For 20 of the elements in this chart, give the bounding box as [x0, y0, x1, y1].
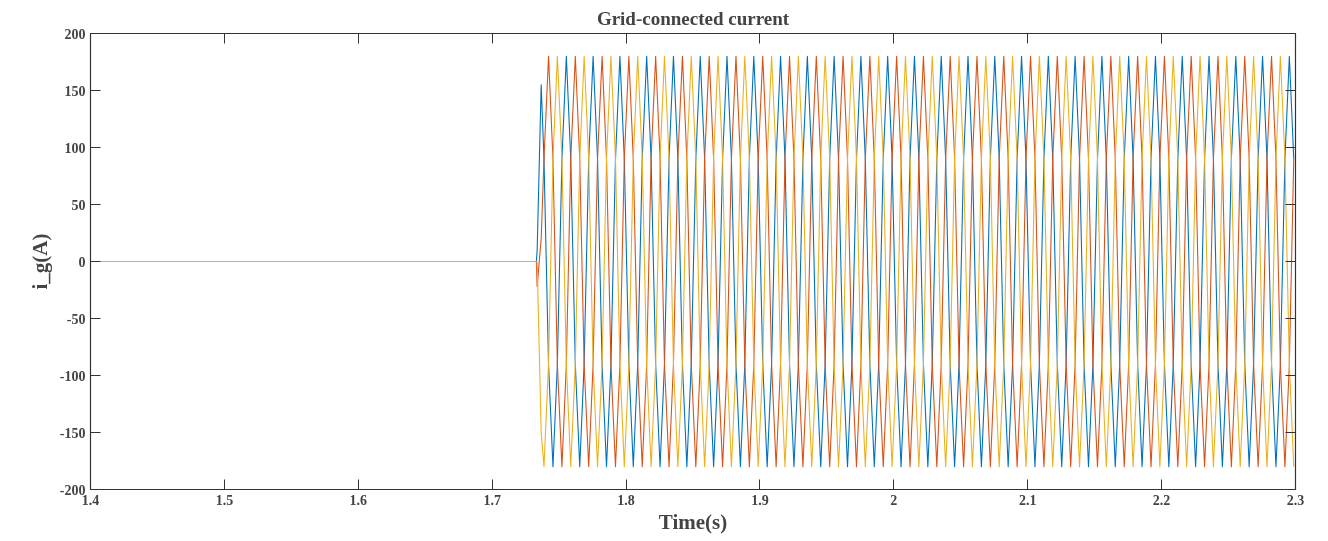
x-tick-label: 1.6	[349, 492, 368, 508]
x-tick-label: 1.9	[751, 492, 769, 508]
x-tick-label: 2.2	[1152, 492, 1171, 508]
y-tick-label: 0	[78, 254, 86, 270]
x-tick-label: 2.3	[1286, 492, 1305, 508]
x-tick-label: 1.5	[215, 492, 234, 508]
chart-title: Grid-connected current	[596, 7, 790, 29]
y-tick-label: -150	[59, 425, 86, 441]
x-axis-title: Time(s)	[658, 509, 728, 534]
x-tick-label: 1.8	[617, 492, 635, 508]
y-tick-label: -50	[66, 311, 86, 327]
y-tick-label: 100	[64, 140, 86, 156]
x-tick-label: 2.1	[1018, 492, 1037, 508]
x-tick-label: 2	[890, 492, 898, 508]
y-tick-label: -100	[59, 368, 86, 384]
y-axis-title: i_g(A)	[27, 233, 52, 290]
y-tick-label: 50	[71, 197, 86, 213]
y-tick-label: 150	[64, 83, 86, 99]
y-tick-label: 200	[64, 26, 86, 42]
x-tick-label: 1.7	[483, 492, 501, 508]
